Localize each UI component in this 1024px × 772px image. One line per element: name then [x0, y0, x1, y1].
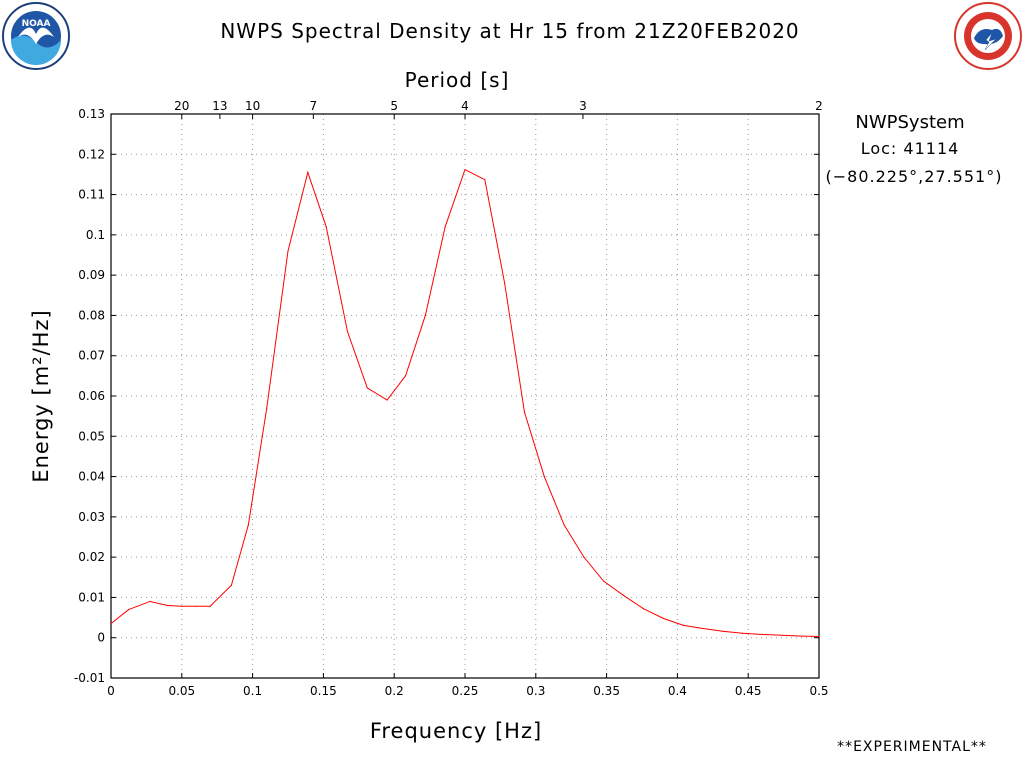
- data-point: [583, 556, 585, 558]
- data-point: [504, 282, 506, 284]
- y-tick-label: 0.09: [78, 268, 105, 282]
- x-tick-label: 0.4: [668, 684, 687, 698]
- data-point: [603, 580, 605, 582]
- data-point: [444, 226, 446, 228]
- data-point: [424, 314, 426, 317]
- data-point: [167, 604, 169, 607]
- x-tick-label: 0.3: [526, 684, 545, 698]
- period-axis-label: Period [s]: [405, 68, 510, 92]
- nws-logo: [954, 2, 1022, 70]
- data-point: [801, 635, 803, 637]
- experimental-label: **EXPERIMENTAL**: [837, 739, 987, 755]
- x-axis-ticks: 0 0.05 0.1 0.15 0.2 0.25 0.3 0.35 0.4 0.45 0.5: [107, 673, 829, 698]
- data-point: [181, 605, 183, 607]
- x-tick-label: 0.35: [593, 684, 620, 698]
- x-tick-label: 0.5: [809, 684, 828, 698]
- data-point: [195, 605, 197, 607]
- data-point: [741, 632, 744, 634]
- period-tick-label: 7: [310, 99, 318, 113]
- y-tick-label: 0.13: [78, 107, 105, 121]
- period-tick-label: 13: [212, 99, 227, 113]
- data-point: [622, 594, 625, 597]
- y-tick-label: 0.03: [78, 510, 105, 524]
- data-point: [128, 608, 130, 611]
- data-point: [366, 387, 368, 389]
- data-point: [266, 407, 268, 409]
- grid: [111, 114, 819, 678]
- data-point: [484, 179, 486, 181]
- period-tick-label: 3: [579, 99, 587, 113]
- plot-frame: [110, 113, 820, 679]
- data-point: [209, 605, 211, 607]
- x-tick-label: 0.15: [310, 684, 337, 698]
- x-tick-label: 0.05: [168, 684, 195, 698]
- period-tick-label: 5: [390, 99, 398, 113]
- data-point: [230, 584, 232, 586]
- period-tick-label: 20: [174, 99, 189, 113]
- y-axis-label: Energy [m²/Hz]: [29, 309, 53, 482]
- data-point: [781, 634, 783, 636]
- x-tick-label: 0: [107, 684, 115, 698]
- noaa-logo: NOAA: [2, 2, 70, 70]
- data-point: [563, 524, 565, 526]
- location-id: Loc: 41114: [861, 139, 960, 158]
- y-tick-label: 0.07: [78, 349, 105, 363]
- data-point: [307, 171, 309, 174]
- y-tick-label: 0.02: [78, 550, 105, 564]
- data-point: [722, 630, 724, 632]
- data-point: [682, 624, 684, 626]
- data-point: [346, 330, 349, 333]
- x-axis-label: Frequency [Hz]: [370, 719, 542, 743]
- location-coords: (−80.225°,27.551°): [826, 167, 1003, 186]
- y-tick-label: 0.05: [78, 429, 105, 443]
- y-tick-label: 0.1: [86, 228, 105, 242]
- period-axis-ticks: 20 13 10 7 5 4 3 2: [174, 99, 823, 119]
- chart-title: NWPS Spectral Density at Hr 15 from 21Z2…: [220, 19, 799, 43]
- y-tick-label: -0.01: [74, 671, 105, 685]
- y-tick-label: 0.08: [78, 308, 105, 322]
- data-point: [543, 475, 545, 478]
- data-point: [110, 623, 112, 625]
- data-point: [702, 627, 704, 630]
- data-point: [386, 399, 388, 401]
- x-tick-label: 0.1: [243, 684, 262, 698]
- data-point: [464, 168, 466, 171]
- x-tick-label: 0.25: [452, 684, 479, 698]
- y-tick-label: 0: [97, 631, 105, 645]
- x-tick-label: 0.45: [735, 684, 762, 698]
- y-tick-label: 0.04: [78, 470, 105, 484]
- data-point: [325, 226, 327, 228]
- series-layer: [110, 168, 820, 638]
- data-point: [523, 411, 526, 413]
- data-point: [149, 600, 151, 603]
- data-point: [287, 250, 289, 252]
- y-tick-label: 0.11: [78, 188, 105, 202]
- data-point: [642, 608, 645, 610]
- data-point: [818, 635, 820, 638]
- y-tick-label: 0.12: [78, 147, 105, 161]
- data-point: [761, 633, 763, 636]
- period-tick-label: 10: [245, 99, 260, 113]
- data-point: [247, 524, 249, 526]
- noaa-logo-text: NOAA: [22, 19, 51, 29]
- y-tick-label: 0.01: [78, 590, 105, 604]
- y-axis-ticks: -0.01 0 0.01 0.02 0.03 0.04 0.05 0.06 0.07 0.08 0.…: [74, 107, 819, 685]
- x-tick-label: 0.2: [385, 684, 404, 698]
- spectral-density-line: [110, 168, 820, 638]
- period-tick-label: 2: [815, 99, 823, 113]
- system-name: NWPSystem: [855, 112, 964, 133]
- data-point: [404, 375, 407, 377]
- period-tick-label: 4: [461, 99, 469, 113]
- y-tick-label: 0.06: [78, 389, 105, 403]
- data-point: [662, 617, 664, 619]
